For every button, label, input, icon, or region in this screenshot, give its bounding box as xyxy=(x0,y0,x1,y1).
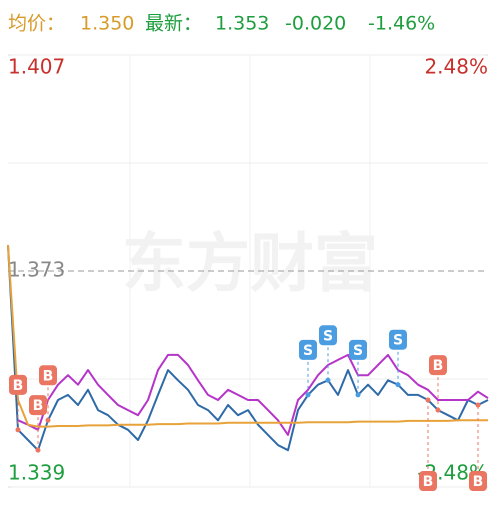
marker-label: B xyxy=(423,474,434,490)
marker-label: B xyxy=(13,378,24,394)
marker-box xyxy=(9,374,27,395)
marker-box xyxy=(29,395,47,416)
last-label: 最新： xyxy=(145,13,202,35)
marker-dot xyxy=(435,407,441,413)
marker-dot xyxy=(15,427,21,433)
series-line xyxy=(17,353,489,436)
y-tick-label: 1.339 xyxy=(8,461,65,485)
change-pct: -1.46% xyxy=(368,13,435,35)
series-line xyxy=(7,244,489,452)
marker-label: S xyxy=(303,343,313,359)
marker-label: B xyxy=(473,474,484,490)
marker-dot xyxy=(355,392,361,398)
y-tick-label: 1.373 xyxy=(8,258,65,282)
marker-label: S xyxy=(393,333,403,349)
y2-tick-label: 2.48% xyxy=(424,55,488,79)
marker-dot xyxy=(425,397,431,403)
marker-box xyxy=(39,365,57,386)
marker-box xyxy=(469,471,487,491)
marker-box xyxy=(319,325,337,346)
marker-box xyxy=(419,471,437,491)
marker-dot xyxy=(305,392,311,398)
marker-dot xyxy=(325,377,331,383)
marker-box xyxy=(349,339,367,360)
series-line xyxy=(7,244,488,428)
avg-label: 均价： xyxy=(8,13,65,35)
marker-label: B xyxy=(43,368,54,384)
marker-box xyxy=(389,329,407,350)
avg-value: 1.350 xyxy=(80,13,134,35)
marker-dot xyxy=(395,382,401,388)
watermark: 东方财富 xyxy=(122,228,378,302)
marker-box xyxy=(299,339,317,360)
marker-label: S xyxy=(323,328,333,344)
marker-label: B xyxy=(433,358,444,374)
last-value: 1.353 xyxy=(215,13,269,35)
change: -0.020 xyxy=(285,13,346,35)
marker-dot xyxy=(35,447,41,453)
marker-dot xyxy=(475,402,481,408)
marker-dot xyxy=(45,417,51,423)
header-bg xyxy=(0,0,500,44)
marker-label: S xyxy=(353,343,363,359)
y-tick-label: 1.407 xyxy=(8,55,65,79)
marker-label: B xyxy=(33,398,44,414)
marker-box xyxy=(429,355,447,376)
